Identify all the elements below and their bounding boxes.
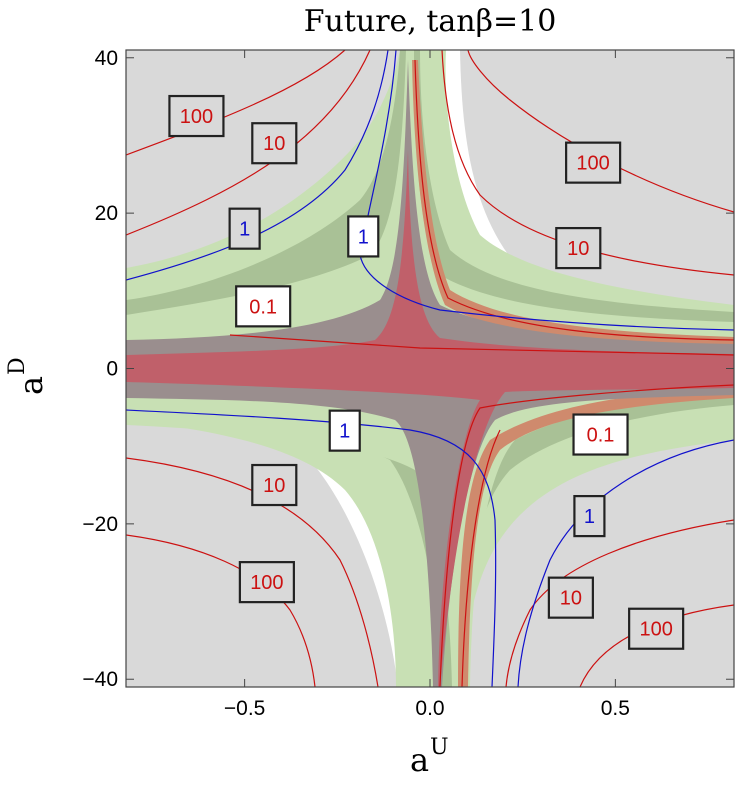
contour-label: 10 [547, 576, 594, 619]
contour-label-box [347, 215, 380, 258]
red-contour-100-upper-left [126, 50, 346, 156]
contour-label: 0.1 [572, 413, 629, 456]
x-axis-label: a U [410, 735, 449, 779]
red-contour-10-lower-right [505, 519, 734, 687]
red-contour-01-lower-right [439, 384, 734, 687]
blue-contour-1-upper-centre [359, 50, 734, 331]
contour-label: 100 [628, 607, 685, 650]
contour-label-box [251, 122, 298, 165]
red-contour-10-lower-left [126, 457, 379, 687]
contour-label-text: 1 [584, 506, 595, 528]
contour-label: 1 [573, 494, 606, 538]
contour-label-text: 1 [339, 421, 350, 443]
contour-label: 10 [251, 122, 298, 165]
x-axis-label-sup: U [430, 735, 449, 760]
y-axis-label-base: a [12, 376, 50, 395]
contour-label-text: 0.1 [587, 425, 615, 447]
contour-label-text: 10 [263, 475, 285, 497]
blue-contour-lines [126, 50, 734, 687]
y-tick-label: −20 [82, 513, 118, 536]
contour-label-text: 0.1 [249, 296, 277, 318]
contour-label: 10 [555, 226, 602, 270]
contour-label: 100 [168, 94, 225, 138]
contour-label-text: 100 [576, 153, 609, 175]
contour-label-text: 100 [180, 106, 213, 128]
contour-label-text: 100 [250, 572, 283, 594]
y-tick-label: 0 [106, 358, 118, 381]
contour-label: 100 [238, 561, 295, 604]
red-contour-10-upper-right [441, 50, 734, 276]
contour-label: 1 [328, 409, 361, 452]
blue-contour-1-lower-centre [126, 409, 497, 687]
contour-label-box [251, 463, 298, 507]
x-tick-label: 0.5 [601, 697, 630, 720]
y-axis-label: a D [5, 357, 50, 395]
contour-label-text: 10 [560, 588, 582, 610]
contour-label-box [555, 226, 602, 270]
contour-label-box [573, 494, 606, 538]
contour-label-box [572, 413, 629, 456]
chart-title: Future, tanβ=10 [304, 4, 557, 39]
contour-label: 1 [347, 215, 380, 258]
contour-label-box [235, 285, 292, 328]
y-tick-label: 20 [95, 202, 118, 225]
contour-label-text: 10 [263, 133, 285, 155]
contour-label-box [547, 576, 594, 619]
y-axis-label-sup: D [5, 357, 30, 375]
x-tick-label: 0.0 [415, 697, 444, 720]
contour-label-box [565, 141, 622, 184]
contour-label-box [328, 409, 361, 452]
x-tick-label: −0.5 [224, 697, 265, 720]
y-tick-label: 40 [95, 47, 118, 70]
y-tick-label: −40 [82, 668, 118, 691]
blue-contour-1-upper-left [126, 50, 389, 281]
blue-contour-1-lower-right [517, 439, 734, 687]
contour-label-text: 1 [358, 226, 369, 248]
contour-label-box [628, 607, 685, 650]
contour-label: 10 [251, 463, 298, 507]
contour-label: 1 [228, 207, 261, 250]
red-contour-01-upper-left [229, 334, 734, 356]
x-axis-label-base: a [410, 741, 429, 779]
contour-labels: 100 10 1 1 0.1 100 10 1 0.1 10 1 100 10 100 [168, 94, 685, 650]
contour-label-text: 10 [567, 238, 589, 260]
red-contour-01-upper-right [414, 59, 734, 341]
contour-label-box [168, 94, 225, 138]
plot-area: 100 10 1 1 0.1 100 10 1 0.1 10 1 100 10 100 [126, 50, 734, 687]
contour-label-box [238, 561, 295, 604]
contour-label-text: 100 [639, 619, 672, 641]
red-contour-01-lower-centre [461, 429, 501, 687]
red-contour-100-upper-right [467, 50, 734, 213]
contour-label: 100 [565, 141, 622, 184]
contour-label-box [228, 207, 261, 250]
contour-label-text: 1 [239, 219, 250, 241]
contour-label: 0.1 [235, 285, 292, 328]
axis-ticks: −0.5 0.0 0.5 40 20 0 −20 −40 [82, 47, 734, 720]
